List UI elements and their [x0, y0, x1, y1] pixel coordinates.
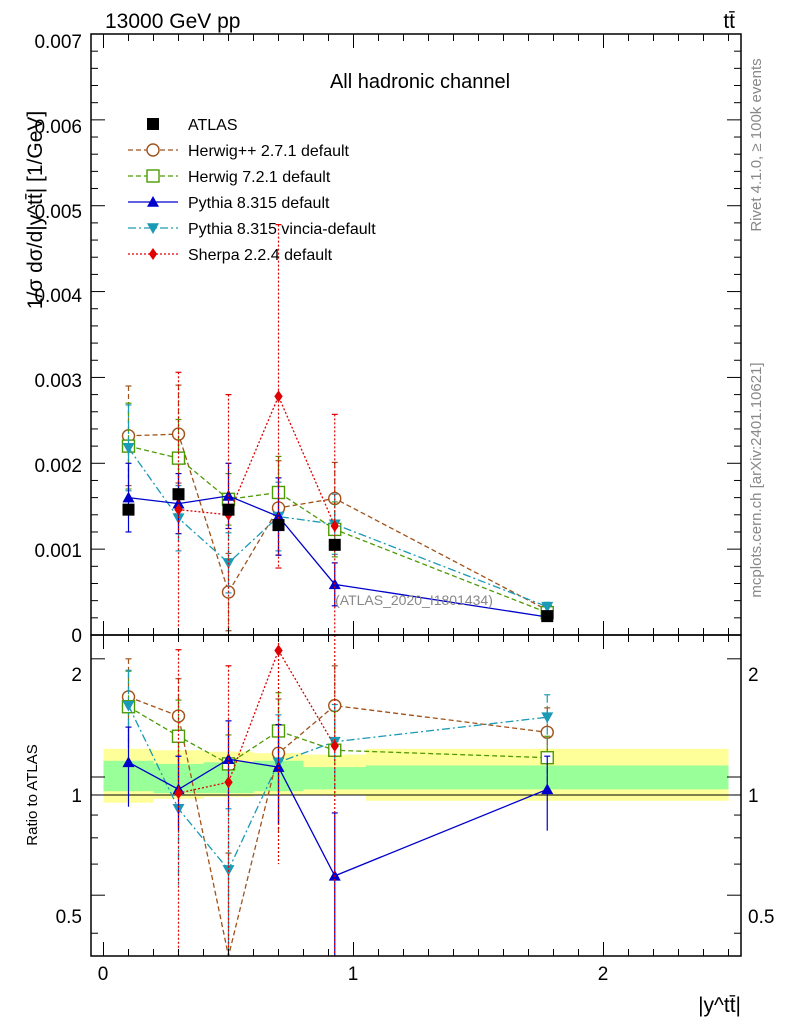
ratio-line [127, 705, 548, 872]
y-tick-label: 0 [71, 626, 82, 647]
legend-label: ATLAS [188, 117, 238, 134]
ratio-tick-label: 1 [71, 786, 82, 807]
ratio-series [121, 634, 554, 957]
legend-marker [146, 169, 160, 183]
ratio-line [128, 706, 548, 765]
x-tick-label: 0 [98, 964, 109, 985]
ratio-point [174, 787, 183, 800]
ratio-tick-label-right: 0.5 [748, 907, 774, 928]
legend-label: Herwig++ 2.7.1 default [188, 143, 350, 160]
data-point [274, 390, 283, 403]
series-line [178, 394, 336, 527]
process-label: tt̄ [723, 10, 735, 33]
ratio-point [272, 761, 285, 772]
data-point [272, 519, 285, 532]
ratio-point [122, 700, 135, 712]
y-axis-label-ratio: Ratio to ATLAS [24, 744, 41, 845]
ratio-line [128, 758, 548, 877]
data-point [222, 503, 235, 516]
main-panel [91, 34, 741, 635]
data-point [172, 488, 185, 501]
y-tick-label: 0.006 [34, 117, 82, 138]
x-tick-label: 2 [598, 964, 609, 985]
ratio-tick-label-right: 2 [748, 665, 759, 686]
legend-label: Pythia 8.315 default [188, 195, 330, 212]
axis-ticks [91, 33, 741, 956]
data-point [172, 497, 185, 509]
y-tick-labels-ratio: 0.5 1 2 0.5 1 2 [56, 665, 775, 928]
main-series [121, 224, 554, 636]
ratio-point [541, 712, 554, 724]
chart-title: All hadronic channel [330, 71, 510, 93]
legend-marker [147, 223, 159, 234]
legend-marker [147, 118, 159, 130]
ratio-line [178, 649, 336, 794]
ratio-point [330, 739, 339, 752]
ratio-tick-label-right: 1 [748, 786, 759, 807]
data-point [122, 503, 135, 516]
legend-marker [148, 248, 158, 260]
legend: ATLAS Herwig++ 2.7.1 default Herwig 7.2.1 … [128, 117, 376, 264]
analysis-tag: (ATLAS_2020_I1801434) [335, 592, 493, 608]
legend-label: Sherpa 2.2.4 default [188, 247, 333, 264]
energy-label: 13000 GeV pp [105, 10, 240, 33]
x-tick-labels: 0 1 2 [98, 964, 609, 985]
y-tick-label: 0.007 [34, 32, 82, 53]
y-tick-label: 0.001 [34, 541, 82, 562]
y-tick-label: 0.002 [34, 456, 82, 477]
x-tick-label: 1 [348, 964, 359, 985]
legend-marker [146, 143, 160, 157]
y-tick-label: 0.004 [34, 286, 82, 307]
x-axis-label: |y^tt̄| [698, 994, 741, 1017]
data-point [330, 519, 339, 532]
data-point [541, 601, 554, 613]
data-point [122, 491, 135, 503]
ratio-tick-label: 0.5 [56, 907, 82, 928]
ratio-point [274, 644, 283, 657]
y-tick-label: 0.005 [34, 202, 82, 223]
data-point [122, 443, 135, 454]
series-line [128, 495, 548, 618]
legend-marker [147, 196, 159, 207]
rivet-label: Rivet 4.1.0, ≥ 100k events [748, 58, 765, 231]
legend-label: Pythia 8.315 vincia-default [188, 221, 376, 238]
series-line [128, 445, 548, 614]
ratio-tick-label: 2 [71, 665, 82, 686]
legend-label: Herwig 7.2.1 default [188, 169, 331, 186]
series-line [127, 447, 548, 608]
ratio-frame [90, 634, 742, 957]
y-tick-labels-main: 0 0.001 0.002 0.003 0.004 0.005 0.006 0.… [34, 32, 82, 647]
y-tick-label: 0.003 [34, 371, 82, 392]
series-line [128, 433, 548, 611]
ratio-point [122, 756, 135, 768]
mcplots-label: mcplots.cern.ch [arXiv:2401.10621] [748, 362, 765, 597]
data-point [174, 503, 183, 516]
ratio-point [541, 783, 554, 795]
ratio-point [224, 776, 233, 789]
ratio-point [171, 729, 186, 743]
data-point [541, 610, 554, 623]
ratio-line [128, 696, 548, 957]
data-point [328, 538, 341, 551]
data-point [272, 510, 285, 522]
y-axis-label-main: 1/σ dσ/d|y^tt̄| [1/GeV] [24, 111, 47, 309]
